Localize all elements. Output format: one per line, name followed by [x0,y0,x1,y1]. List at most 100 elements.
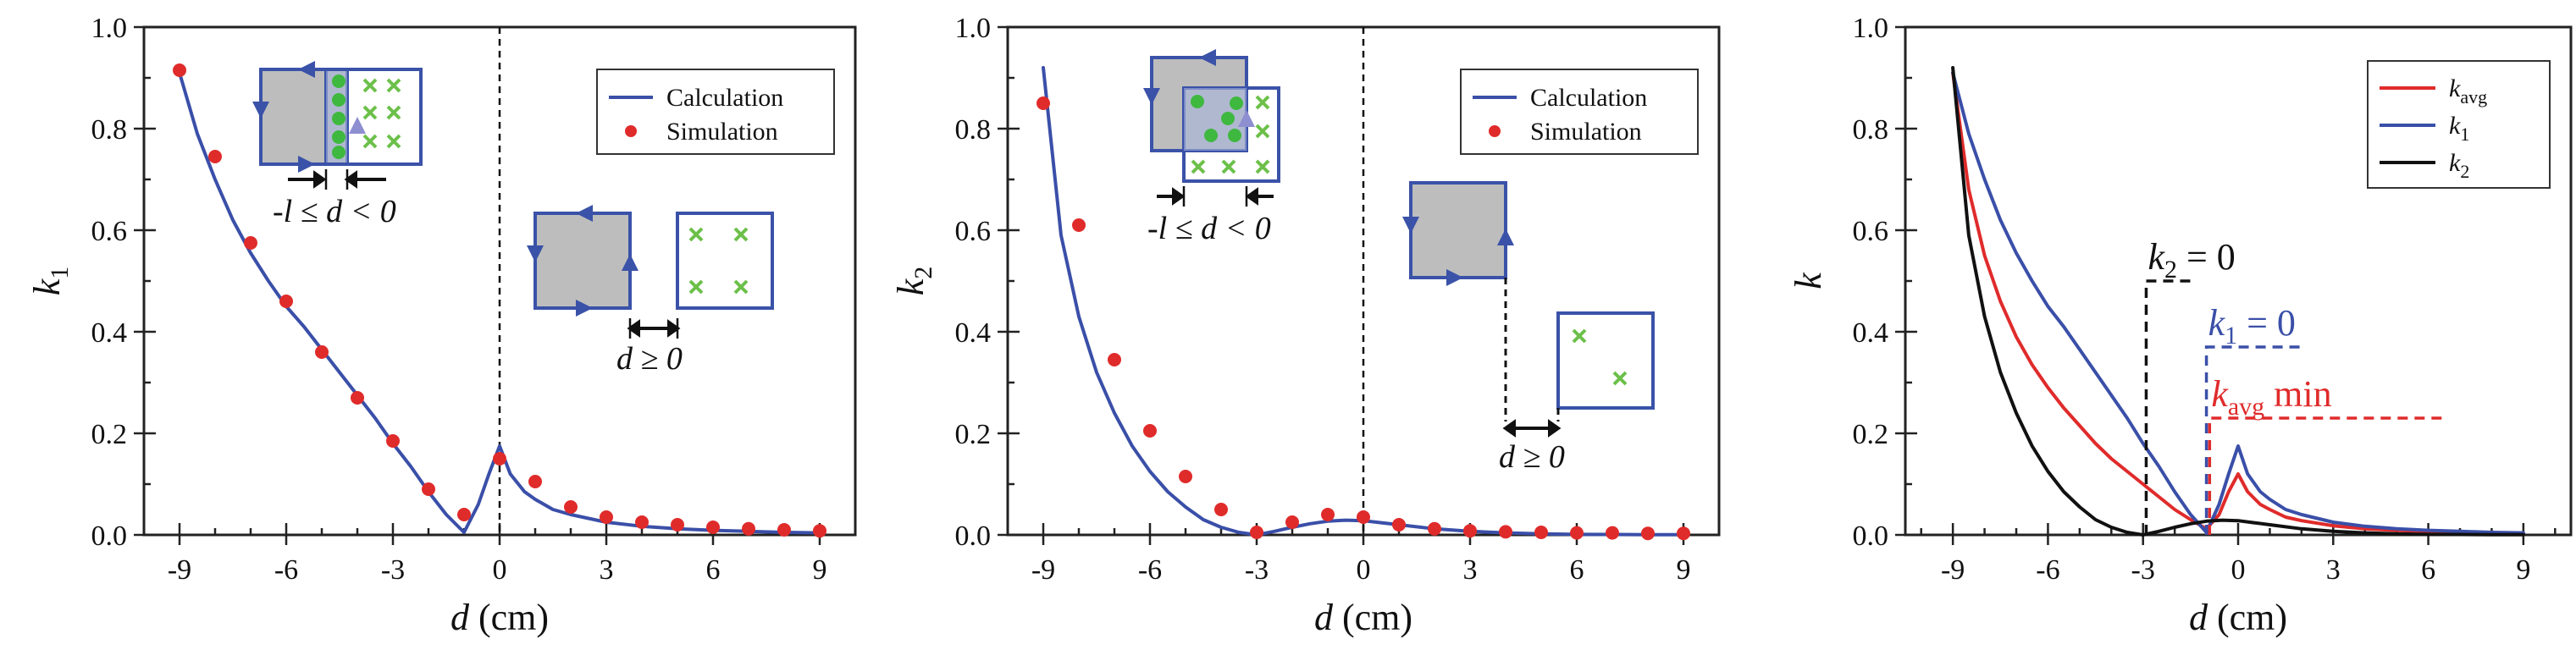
green-dots [332,74,345,159]
y-axis-sub: 1 [46,267,74,279]
legend-label: Simulation [666,118,778,146]
data-point-simulation [1534,526,1548,539]
x-axis-var: d [451,597,470,638]
data-point-simulation [1392,518,1406,532]
green-crosses [1191,95,1270,174]
x-tick-label: 0 [2231,554,2246,586]
x-axis-var: d [2189,597,2208,638]
x-tick-label: 0 [493,554,507,586]
legend-label: Simulation [1530,118,1642,146]
x-tick-label: -6 [274,554,298,586]
series-line-2 [1951,66,2525,537]
x-axis-label: d (cm) [451,597,549,638]
green-dots [1191,95,1243,142]
data-point-simulation [1285,515,1299,529]
y-tick-label: 0.0 [1853,521,1889,552]
arrow-marker-icon [622,254,638,271]
data-point-simulation [493,452,506,465]
legend-swatch [625,125,637,137]
dimension-arrows [1502,419,1562,438]
data-point-simulation [1428,521,1441,536]
x-tick-label: 6 [2421,554,2435,586]
x-tick-label: -6 [1138,554,1162,586]
legend-swatch [1489,125,1501,137]
y-tick-label: 1.0 [955,13,992,44]
threshold-marker-line [2204,345,2302,535]
data-point-simulation [315,345,329,359]
x-tick-label: 6 [1570,554,1584,586]
green-crosses [362,78,401,149]
inset-receiver-square [676,212,774,310]
arrow-marker-icon [1497,229,1514,245]
arrow-marker-icon [1199,49,1216,66]
data-point-simulation [777,523,791,537]
data-point-simulation [1179,470,1192,483]
x-tick-label: 9 [2516,554,2530,586]
x-axis-unit: (cm) [2208,597,2287,638]
data-point-simulation [386,434,400,448]
x-axis-unit: (cm) [469,597,549,638]
inset-separated-middle: d ≥ 0 [1402,181,1655,475]
y-tick-label: 1.0 [1853,13,1889,44]
inset-gray-square [533,212,632,310]
data-point-simulation [173,63,186,77]
x-tick-label: -9 [1941,554,1965,586]
inset-separated-left: d ≥ 0 [527,205,774,377]
y-axis-label: k1 [26,267,74,296]
x-tick-label: 6 [706,554,721,586]
threshold-marker-label: k1 = 0 [2208,302,2296,350]
y-axis-label: k2 [890,267,937,296]
panel-left-k1: -9 -6 -3 0 3 6 9 0.0 0.2 0.4 0.6 0.8 1.0 d (cm) k1 Calc… [26,13,857,638]
legend-label: Calculation [1530,84,1647,112]
legend: Calculation Simulation [596,69,835,155]
data-point-simulation [1036,96,1050,110]
x-tick-label: 3 [600,554,614,586]
data-point-simulation [1606,526,1619,540]
x-tick-label: 9 [813,554,827,586]
y-tick-label: 0.2 [91,419,128,450]
x-tick-label: -9 [168,554,191,586]
legend: Calculation Simulation [1460,69,1699,155]
panel-right-k: -9 -6 -3 0 3 6 9 0.0 0.2 0.4 0.6 0.8 1.0 d (cm) k k2 = … [1788,13,2573,638]
legend-label: k1 [2449,112,2469,145]
y-tick-label: 0.6 [955,216,992,247]
dimension-arrows [627,318,681,339]
x-axis-label: d (cm) [2189,597,2287,638]
data-point-simulation [813,524,826,538]
threshold-marker-line [2144,279,2197,535]
legend: kavg k1 k2 [2367,60,2551,189]
data-point-simulation [457,508,471,521]
legend-label: Calculation [666,84,783,112]
data-point-simulation [244,236,257,250]
y-axis-var: k [1788,272,1829,289]
x-axis-var: d [1314,597,1334,638]
threshold-marker-line [2208,416,2445,535]
y-tick-label: 0.2 [1853,419,1889,450]
y-tick-label: 0.0 [955,521,992,552]
guide-line [1504,278,1560,421]
data-point-simulation [1143,424,1157,438]
y-axis-var: k [26,278,68,295]
legend-label: k2 [2449,149,2469,182]
inset-label-separated: d ≥ 0 [1499,439,1565,475]
data-point-simulation [635,515,649,529]
arrow-marker-icon [1402,217,1419,234]
arrow-marker-icon [252,102,269,118]
x-axis-label: d (cm) [1314,597,1412,638]
dimension-arrows [288,169,386,190]
y-tick-label: 0.8 [1853,114,1889,146]
inset-overlap-left: -l ≤ d < 0 [252,61,423,229]
arrow-marker-icon [576,300,593,317]
y-tick-label: 0.6 [1853,216,1889,247]
data-point-simulation [1108,353,1121,366]
y-tick-label: 0.4 [955,317,992,349]
inset-label-overlap: -l ≤ d < 0 [273,194,396,229]
data-point-simulation [564,500,578,514]
data-point-simulation [1677,526,1690,541]
data-point-simulation [208,150,222,163]
y-tick-label: 0.2 [955,419,992,450]
x-axis-unit: (cm) [1333,597,1412,638]
series-line-calculation [178,71,821,535]
data-point-simulation [528,475,542,488]
data-point-simulation [1499,525,1512,539]
